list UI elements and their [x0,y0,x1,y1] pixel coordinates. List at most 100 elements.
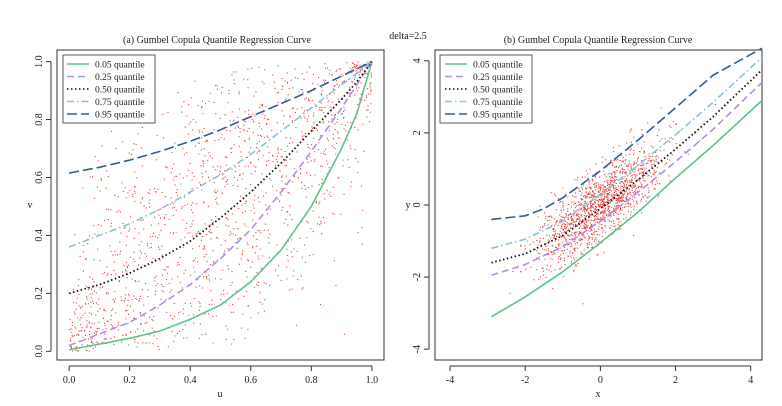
scatter-point [104,324,106,326]
scatter-point [224,240,226,242]
scatter-point [151,318,153,320]
scatter-point [291,219,293,221]
scatter-point [303,135,305,137]
scatter-point [366,88,368,90]
scatter-point [580,239,582,241]
scatter-point [181,207,183,209]
scatter-point [91,293,93,295]
scatter-point [589,201,591,203]
scatter-point [611,184,613,186]
scatter-point [622,196,624,198]
scatter-point [105,338,107,340]
scatter-point [644,156,646,158]
scatter-point [610,180,612,182]
scatter-point [157,307,159,309]
scatter-point [324,198,326,200]
scatter-point [199,131,201,133]
scatter-point [565,194,567,196]
scatter-point [625,191,627,193]
scatter-point [575,196,577,198]
scatter-point [225,339,227,341]
scatter-point [328,121,330,123]
scatter-point [648,191,650,193]
scatter-point [289,115,291,117]
scatter-point [584,227,586,229]
scatter-point [154,277,156,279]
scatter-point [609,187,611,189]
scatter-point [602,206,604,208]
scatter-point [583,227,585,229]
scatter-point [124,227,126,229]
scatter-point [644,180,646,182]
scatter-point [582,303,584,305]
scatter-point [670,126,672,128]
scatter-point [86,320,88,322]
scatter-point [252,219,254,221]
scatter-point [645,167,647,169]
scatter-point [643,196,645,198]
scatter-point [566,231,568,233]
scatter-point [138,300,140,302]
scatter-point [191,223,193,225]
scatter-point [234,127,236,129]
scatter-point [111,310,113,312]
scatter-point [617,224,619,226]
scatter-point [140,252,142,254]
scatter-point [564,231,566,233]
scatter-point [335,79,337,81]
scatter-point [235,71,237,73]
scatter-point [596,239,598,241]
scatter-point [568,223,570,225]
scatter-point [265,204,267,206]
scatter-point [630,203,632,205]
scatter-point [612,198,614,200]
scatter-point [354,126,356,128]
scatter-point [92,225,94,227]
scatter-point [559,258,561,260]
scatter-point [641,168,643,170]
scatter-point [579,232,581,234]
scatter-point [611,193,613,195]
scatter-point [576,265,578,267]
scatter-point [614,176,616,178]
scatter-point [172,207,174,209]
scatter-point [669,159,671,161]
scatter-point [107,176,109,178]
scatter-point [583,208,585,210]
scatter-point [560,219,562,221]
scatter-point [567,223,569,225]
scatter-point [563,235,565,237]
scatter-point [176,195,178,197]
scatter-point [321,87,323,89]
scatter-point [622,157,624,159]
scatter-point [552,288,554,290]
scatter-point [602,184,604,186]
panel-b: (b) Gumbel Copula Quantile Regression Cu… [406,35,763,400]
scatter-point [300,172,302,174]
scatter-point [567,218,569,220]
scatter-point [605,159,607,161]
scatter-point [585,216,587,218]
scatter-point [235,221,237,223]
scatter-point [360,82,362,84]
scatter-point [603,219,605,221]
scatter-point [286,254,288,256]
panel-b-curves [490,47,763,318]
scatter-point [569,238,571,240]
scatter-point [601,198,603,200]
scatter-point [607,198,609,200]
scatter-point [652,155,654,157]
scatter-point [600,202,602,204]
scatter-point [646,173,648,175]
scatter-point [593,233,595,235]
scatter-point [95,334,97,336]
scatter-point [604,224,606,226]
scatter-point [128,230,130,232]
scatter-point [604,189,606,191]
scatter-point [136,177,138,179]
scatter-point [336,121,338,123]
scatter-point [141,147,143,149]
scatter-point [630,163,632,165]
scatter-point [640,168,642,170]
scatter-point [354,79,356,81]
